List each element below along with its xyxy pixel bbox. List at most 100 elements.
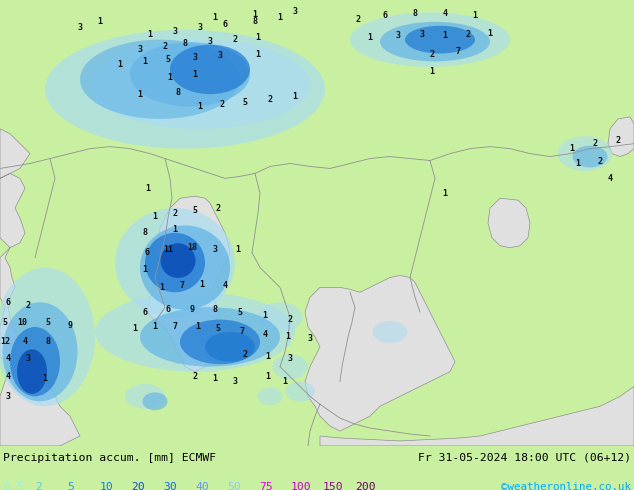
Text: 1: 1 — [153, 322, 157, 332]
Ellipse shape — [257, 302, 302, 332]
Text: 1: 1 — [117, 60, 122, 69]
Text: 2: 2 — [35, 482, 42, 490]
Text: 2: 2 — [593, 139, 597, 148]
Text: 5: 5 — [216, 324, 221, 334]
Text: 3: 3 — [138, 45, 143, 54]
Text: 2: 2 — [287, 315, 292, 323]
Text: 50: 50 — [227, 482, 241, 490]
Text: 1: 1 — [292, 92, 297, 100]
Text: 1: 1 — [256, 50, 261, 59]
Text: 8: 8 — [252, 17, 257, 26]
Text: 3: 3 — [207, 37, 212, 46]
Text: 2: 2 — [219, 99, 224, 109]
Ellipse shape — [140, 225, 230, 310]
Text: 3: 3 — [25, 354, 30, 363]
Text: 1: 1 — [200, 280, 205, 289]
Text: 9: 9 — [190, 305, 195, 314]
Ellipse shape — [557, 136, 612, 171]
Text: 1: 1 — [443, 189, 448, 198]
Polygon shape — [305, 275, 455, 431]
Text: 1: 1 — [42, 374, 48, 383]
Text: 2: 2 — [193, 372, 198, 381]
Text: 1: 1 — [193, 70, 198, 79]
Text: 1: 1 — [443, 31, 448, 40]
Polygon shape — [148, 196, 230, 371]
Ellipse shape — [145, 233, 205, 293]
Text: 2: 2 — [268, 95, 273, 103]
Text: 20: 20 — [131, 482, 145, 490]
Polygon shape — [488, 198, 530, 248]
Ellipse shape — [125, 384, 165, 409]
Ellipse shape — [95, 293, 295, 371]
Ellipse shape — [45, 30, 325, 148]
Text: 6: 6 — [382, 11, 387, 21]
Text: 2: 2 — [162, 42, 167, 51]
Text: 1: 1 — [167, 73, 172, 82]
Text: 1: 1 — [133, 324, 138, 334]
Text: 4: 4 — [223, 281, 228, 290]
Text: 1: 1 — [283, 377, 287, 386]
Text: 5: 5 — [238, 308, 242, 317]
Ellipse shape — [180, 319, 260, 364]
Polygon shape — [608, 117, 634, 157]
Text: 1: 1 — [278, 13, 283, 23]
Ellipse shape — [115, 208, 235, 317]
Text: 4: 4 — [607, 174, 612, 183]
Text: 3: 3 — [6, 392, 11, 401]
Text: 40: 40 — [195, 482, 209, 490]
Text: 8: 8 — [183, 39, 188, 48]
Text: 3: 3 — [193, 53, 198, 62]
Ellipse shape — [573, 146, 607, 168]
Text: 2: 2 — [429, 50, 434, 59]
Text: 1: 1 — [472, 11, 477, 21]
Text: 1: 1 — [266, 352, 271, 361]
Text: 10: 10 — [17, 318, 27, 326]
Text: 8: 8 — [413, 9, 418, 18]
Text: 1: 1 — [488, 29, 493, 38]
Text: Precipitation accum. [mm] ECMWF: Precipitation accum. [mm] ECMWF — [3, 453, 216, 463]
Text: 1: 1 — [143, 265, 148, 274]
Ellipse shape — [80, 40, 240, 119]
Ellipse shape — [273, 354, 307, 379]
Ellipse shape — [90, 40, 310, 129]
Text: 6: 6 — [6, 298, 11, 307]
Text: 4: 4 — [6, 354, 11, 363]
Text: 75: 75 — [259, 482, 273, 490]
Text: 1: 1 — [429, 67, 434, 76]
Text: 1: 1 — [198, 101, 202, 111]
Ellipse shape — [373, 321, 408, 343]
Text: 100: 100 — [291, 482, 312, 490]
Text: 5: 5 — [3, 318, 8, 326]
Text: 2: 2 — [172, 209, 178, 218]
Text: 2: 2 — [233, 35, 238, 44]
Text: 11: 11 — [163, 245, 173, 254]
Text: 200: 200 — [355, 482, 376, 490]
Text: 1: 1 — [138, 90, 143, 98]
Text: 2: 2 — [242, 350, 247, 359]
Text: 3: 3 — [420, 30, 425, 39]
Text: 1: 1 — [153, 212, 157, 220]
Ellipse shape — [130, 42, 250, 106]
Ellipse shape — [350, 12, 510, 67]
Text: 4: 4 — [443, 9, 448, 18]
Text: 6: 6 — [165, 305, 171, 314]
Text: 5: 5 — [67, 482, 74, 490]
Text: 3: 3 — [292, 7, 297, 16]
Text: 1: 1 — [266, 372, 271, 381]
Text: 30: 30 — [163, 482, 177, 490]
Ellipse shape — [405, 26, 475, 53]
Text: 7: 7 — [240, 327, 245, 337]
Text: 1: 1 — [160, 283, 164, 292]
Ellipse shape — [380, 22, 490, 61]
Text: 1: 1 — [256, 33, 261, 42]
Text: 1: 1 — [576, 159, 581, 168]
Text: 2: 2 — [597, 157, 602, 166]
Ellipse shape — [3, 302, 77, 401]
Text: 5: 5 — [165, 55, 171, 64]
Text: ©weatheronline.co.uk: ©weatheronline.co.uk — [501, 482, 631, 490]
Ellipse shape — [17, 349, 47, 394]
Text: 7: 7 — [179, 281, 184, 290]
Text: 8: 8 — [176, 88, 181, 97]
Text: 10: 10 — [99, 482, 113, 490]
Text: 7: 7 — [172, 322, 178, 332]
